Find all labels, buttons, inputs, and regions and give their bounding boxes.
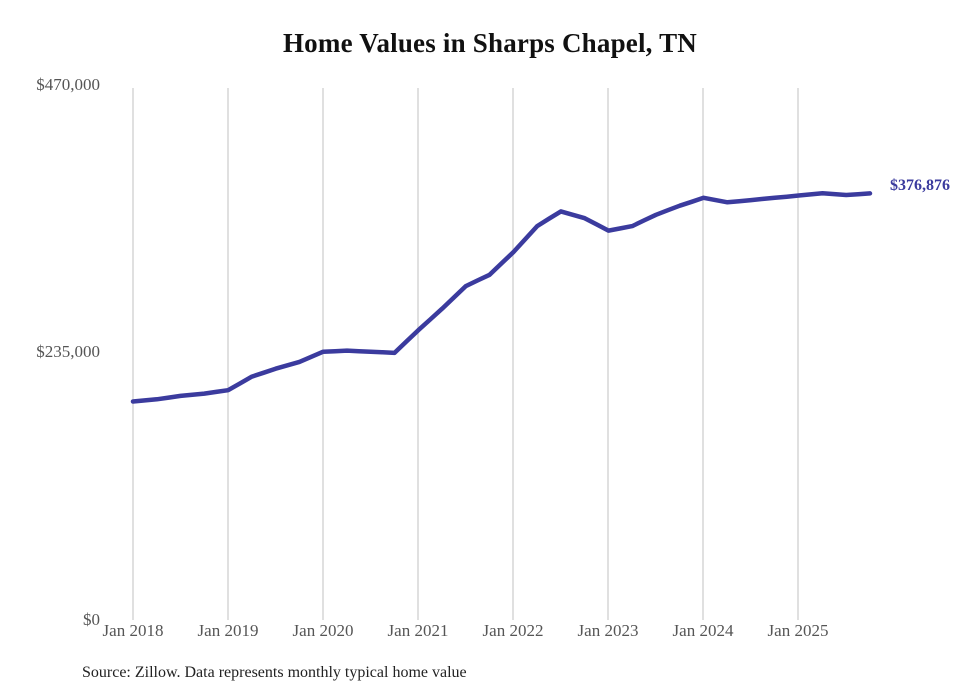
x-axis-tick-label-jan-2023: Jan 2023 [577, 621, 639, 640]
x-axis-tick-label-jan-2020: Jan 2020 [292, 621, 354, 640]
x-axis-tick-label-jan-2018: Jan 2018 [102, 621, 164, 640]
source-note: Source: Zillow. Data represents monthly … [82, 664, 467, 681]
x-axis-tick-label-jan-2019: Jan 2019 [197, 621, 259, 640]
x-axis-tick-label-jan-2025: Jan 2025 [767, 621, 829, 640]
value-line [130, 191, 873, 404]
chart-title: Home Values in Sharps Chapel, TN [282, 28, 697, 58]
x-axis-tick-label-jan-2022: Jan 2022 [482, 621, 544, 640]
vertical-gridlines [132, 88, 799, 620]
y-axis-tick-label-top: $470,000 [36, 75, 100, 94]
x-axis-tick-label-jan-2021: Jan 2021 [387, 621, 449, 640]
y-axis-tick-label-bottom: $0 [83, 610, 100, 629]
end-value-annotation: $376,876 [890, 177, 950, 194]
x-axis-tick-label-jan-2024: Jan 2024 [672, 621, 734, 640]
y-axis-tick-label-middle: $235,000 [36, 342, 100, 361]
